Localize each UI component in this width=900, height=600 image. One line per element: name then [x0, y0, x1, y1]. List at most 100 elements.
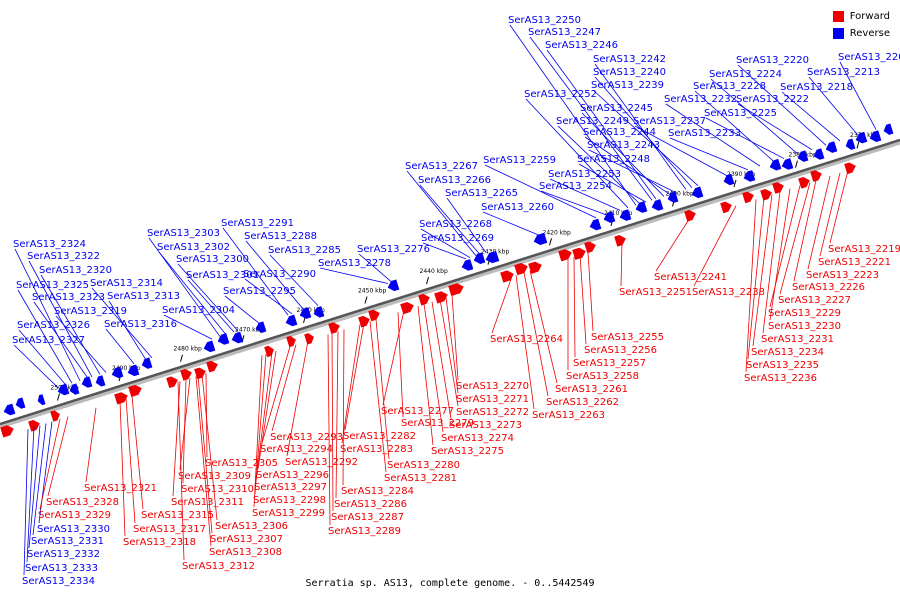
reverse-gene-arrow: [869, 130, 882, 142]
gene-leader-line: [261, 346, 291, 444]
gene-leader-line: [581, 112, 665, 197]
gene-leader-line: [38, 421, 53, 524]
gene-label: SerAS13_2302: [157, 242, 230, 253]
gene-label: SerAS13_2272: [456, 407, 529, 418]
gene-leader-line: [546, 49, 657, 200]
scale-tick: [733, 179, 737, 188]
gene-leader-line: [331, 333, 334, 512]
gene-leader-line: [540, 190, 607, 216]
gene-label: SerAS13_2321: [84, 483, 157, 494]
gene-label: SerAS13_2237: [633, 116, 706, 127]
gene-label: SerAS13_2226: [792, 282, 865, 293]
gene-label: SerAS13_2267: [405, 161, 478, 172]
forward-gene-arrow: [572, 247, 586, 260]
scale-tick-label: 2420 kbp: [543, 229, 571, 236]
forward-gene-arrow: [514, 263, 528, 276]
gene-label: SerAS13_2289: [328, 526, 401, 537]
reverse-gene-arrow: [635, 201, 648, 213]
gene-label: SerAS13_2295: [223, 286, 296, 297]
gene-leader-line: [28, 260, 93, 378]
reverse-gene-arrow: [691, 186, 704, 199]
gene-label: SerAS13_2324: [13, 239, 86, 250]
forward-gene-arrow: [500, 270, 514, 283]
gene-leader-line: [28, 425, 41, 549]
forward-gene-arrow: [400, 301, 414, 315]
reverse-gene-arrow: [3, 403, 16, 416]
gene-label: SerAS13_2291: [221, 218, 294, 229]
forward-gene-arrow: [448, 283, 464, 297]
gene-label: SerAS13_2315: [141, 510, 214, 521]
gene-label: SerAS13_2309: [178, 471, 251, 482]
gene-leader-line: [669, 137, 749, 171]
forward-gene-arrow: [28, 419, 40, 432]
gene-label: SerAS13_2297: [254, 482, 327, 493]
scale-tick-label: 2460 kbp: [297, 307, 325, 314]
reverse-gene-arrow: [589, 218, 602, 231]
gene-label: SerAS13_2268: [419, 219, 492, 230]
gene-leader-line: [286, 340, 309, 457]
gene-label: SerAS13_2213: [807, 67, 880, 78]
gene-label: SerAS13_2304: [162, 305, 235, 316]
gene-label: SerAS13_2256: [584, 345, 657, 356]
gene-leader-line: [779, 182, 811, 295]
gene-label: SerAS13_2296: [256, 470, 329, 481]
reverse-gene-arrow: [387, 279, 400, 292]
gene-label: SerAS13_2274: [441, 433, 514, 444]
legend-reverse: Reverse: [832, 25, 890, 42]
gene-label: SerAS13_2292: [285, 457, 358, 468]
scale-tick: [57, 393, 60, 401]
gene-leader-line: [573, 256, 576, 358]
gene-label: SerAS13_2310: [181, 484, 254, 495]
reverse-gene-arrow: [723, 173, 735, 186]
gene-label: SerAS13_2281: [384, 473, 457, 484]
gene-label: SerAS13_2254: [539, 181, 612, 192]
gene-leader-line: [578, 163, 647, 203]
gene-label: SerAS13_2240: [593, 67, 666, 78]
gene-label: SerAS13_2231: [761, 334, 834, 345]
gene-label: SerAS13_2303: [147, 228, 220, 239]
forward-gene-arrow: [614, 235, 626, 247]
gene-label: SerAS13_2280: [387, 460, 460, 471]
gene-label: SerAS13_2316: [104, 319, 177, 330]
gene-leader-line: [529, 36, 653, 201]
forward-gene-arrow: [304, 333, 314, 345]
gene-leader-line: [762, 191, 781, 334]
reverse-gene-arrow: [231, 331, 244, 344]
gene-leader-line: [17, 289, 73, 384]
gene-label: SerAS13_2229: [768, 308, 841, 319]
gene-leader-line: [419, 184, 481, 255]
gene-leader-line: [269, 254, 319, 306]
gene-label: SerAS13_2232: [664, 94, 737, 105]
gene-label: SerAS13_2276: [357, 244, 430, 255]
gene-leader-line: [423, 304, 444, 433]
gene-leader-line: [14, 248, 81, 381]
gene-leader-line: [358, 253, 393, 283]
gene-label: SerAS13_2287: [331, 512, 404, 523]
gene-leader-line: [655, 220, 689, 272]
gene-leader-line: [319, 267, 389, 284]
scale-tick-label: 2440 kbp: [420, 268, 448, 275]
reverse-gene-arrow: [883, 123, 894, 135]
gene-label: SerAS13_2300: [176, 254, 249, 265]
forward-gene-arrow: [128, 384, 142, 398]
scale-tick: [364, 296, 368, 304]
gene-leader-line: [446, 197, 487, 253]
gene-label: SerAS13_2328: [46, 497, 119, 508]
gene-leader-line: [431, 301, 452, 420]
gene-label: SerAS13_2306: [215, 521, 288, 532]
gene-label: SerAS13_2235: [746, 360, 819, 371]
gene-label: SerAS13_2224: [709, 69, 782, 80]
gene-label: SerAS13_2219: [828, 244, 900, 255]
gene-label: SerAS13_2293: [270, 432, 343, 443]
gene-leader-line: [439, 299, 459, 407]
gene-leader-line: [182, 379, 187, 484]
gene-label: SerAS13_2314: [90, 278, 163, 289]
reverse-gene-arrow: [203, 340, 216, 353]
forward-gene-arrow: [264, 345, 274, 358]
reverse-gene-arrow: [473, 252, 486, 264]
gene-leader-line: [255, 352, 273, 482]
gene-leader-line: [584, 136, 671, 195]
gene-leader-line: [549, 178, 621, 211]
scale-tick-label: 2490 kbp: [112, 365, 140, 372]
